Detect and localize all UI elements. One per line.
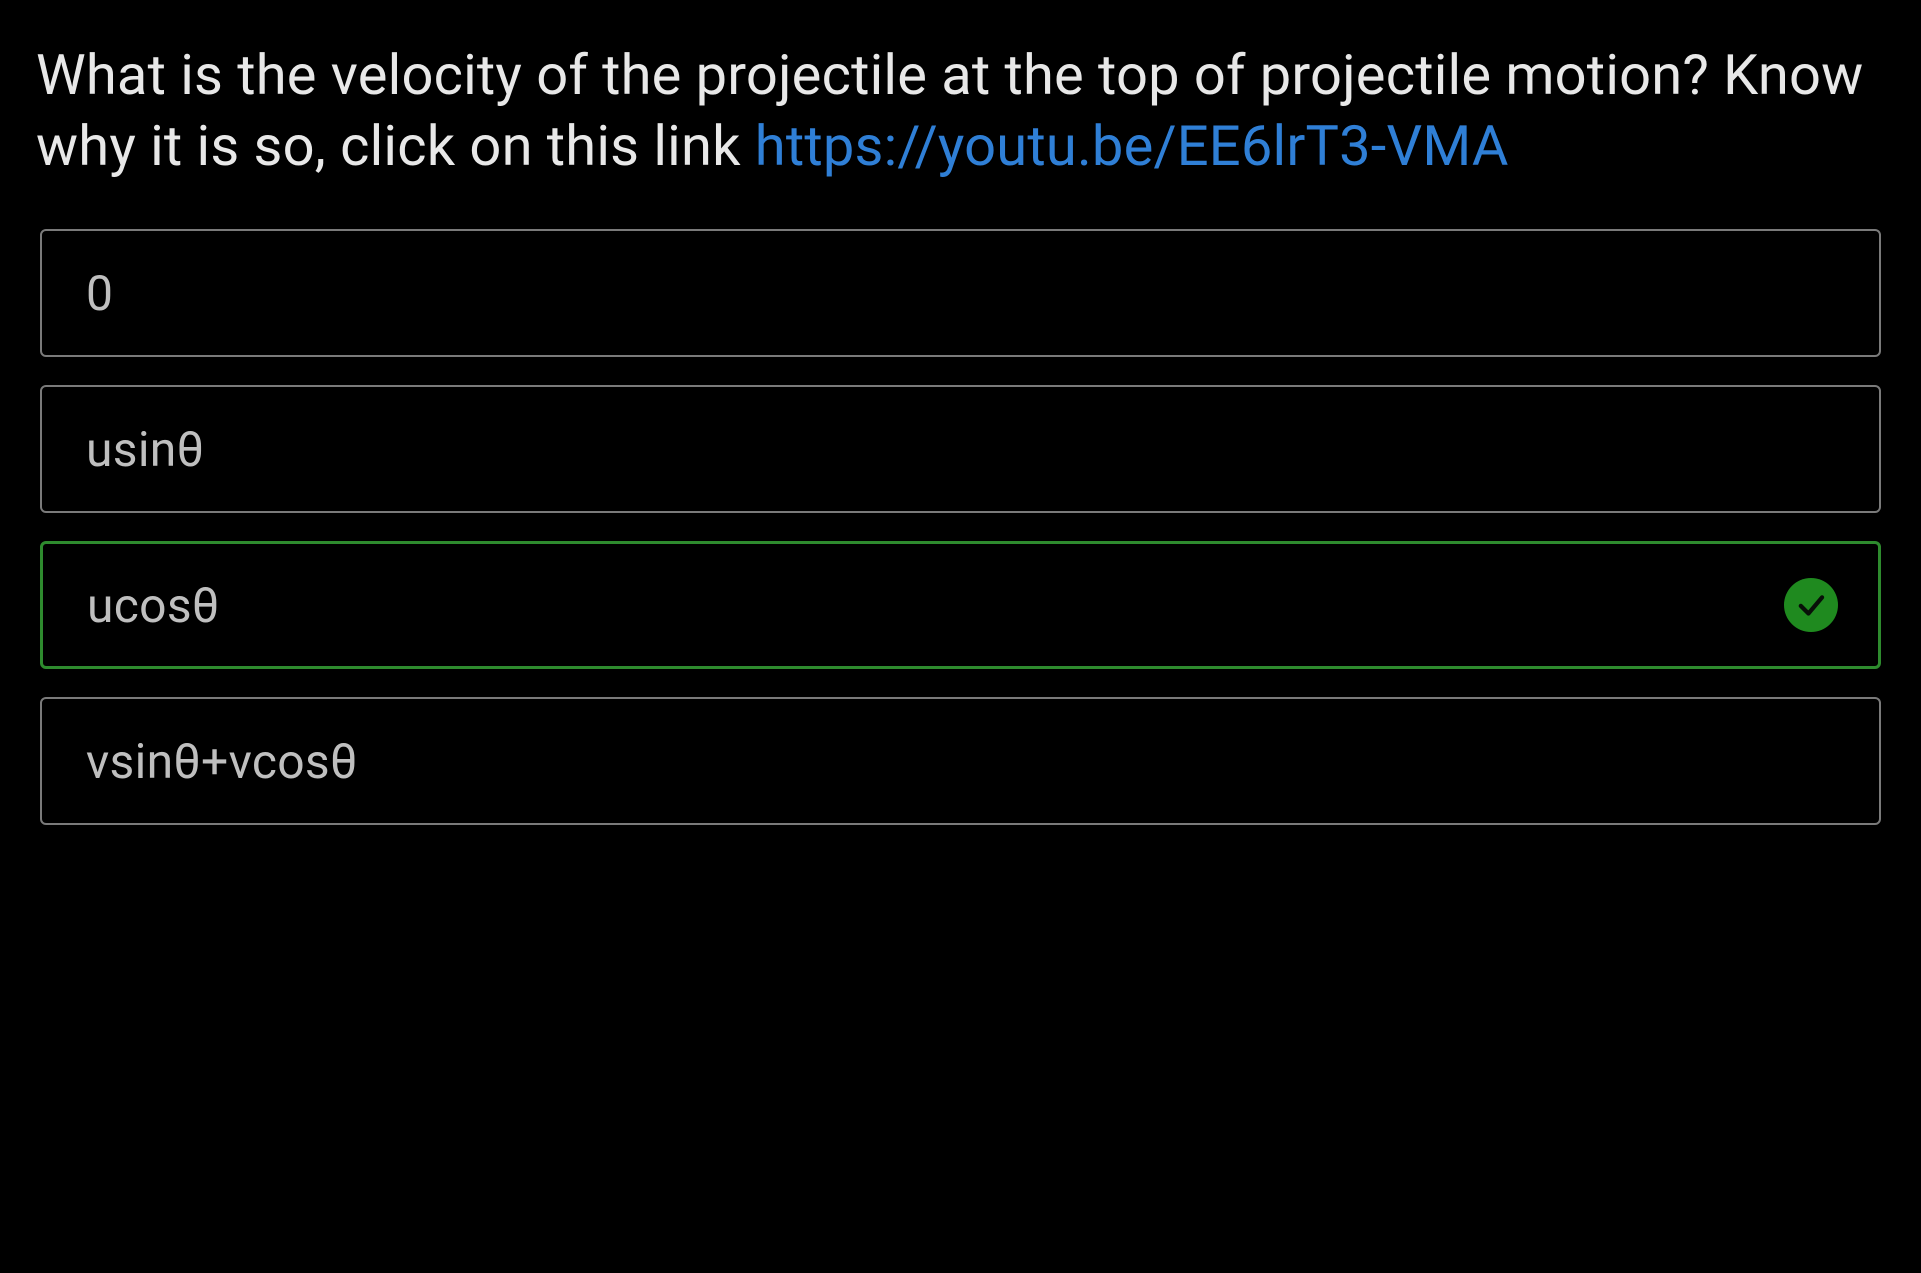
question-link[interactable]: https://youtu.be/EE6lrT3-VMA <box>755 113 1509 179</box>
question-text: What is the velocity of the projectile a… <box>36 40 1885 181</box>
quiz-container: What is the velocity of the projectile a… <box>0 0 1921 825</box>
option-3[interactable]: ucosθ <box>40 541 1881 669</box>
option-label: ucosθ <box>87 577 1784 634</box>
options-list: 0 usinθ ucosθ vsinθ+vcosθ <box>36 229 1885 825</box>
checkmark-icon <box>1784 578 1838 632</box>
option-2[interactable]: usinθ <box>40 385 1881 513</box>
option-4[interactable]: vsinθ+vcosθ <box>40 697 1881 825</box>
option-label: usinθ <box>86 421 1839 478</box>
option-label: vsinθ+vcosθ <box>86 733 1839 790</box>
option-1[interactable]: 0 <box>40 229 1881 357</box>
option-label: 0 <box>86 265 1839 322</box>
